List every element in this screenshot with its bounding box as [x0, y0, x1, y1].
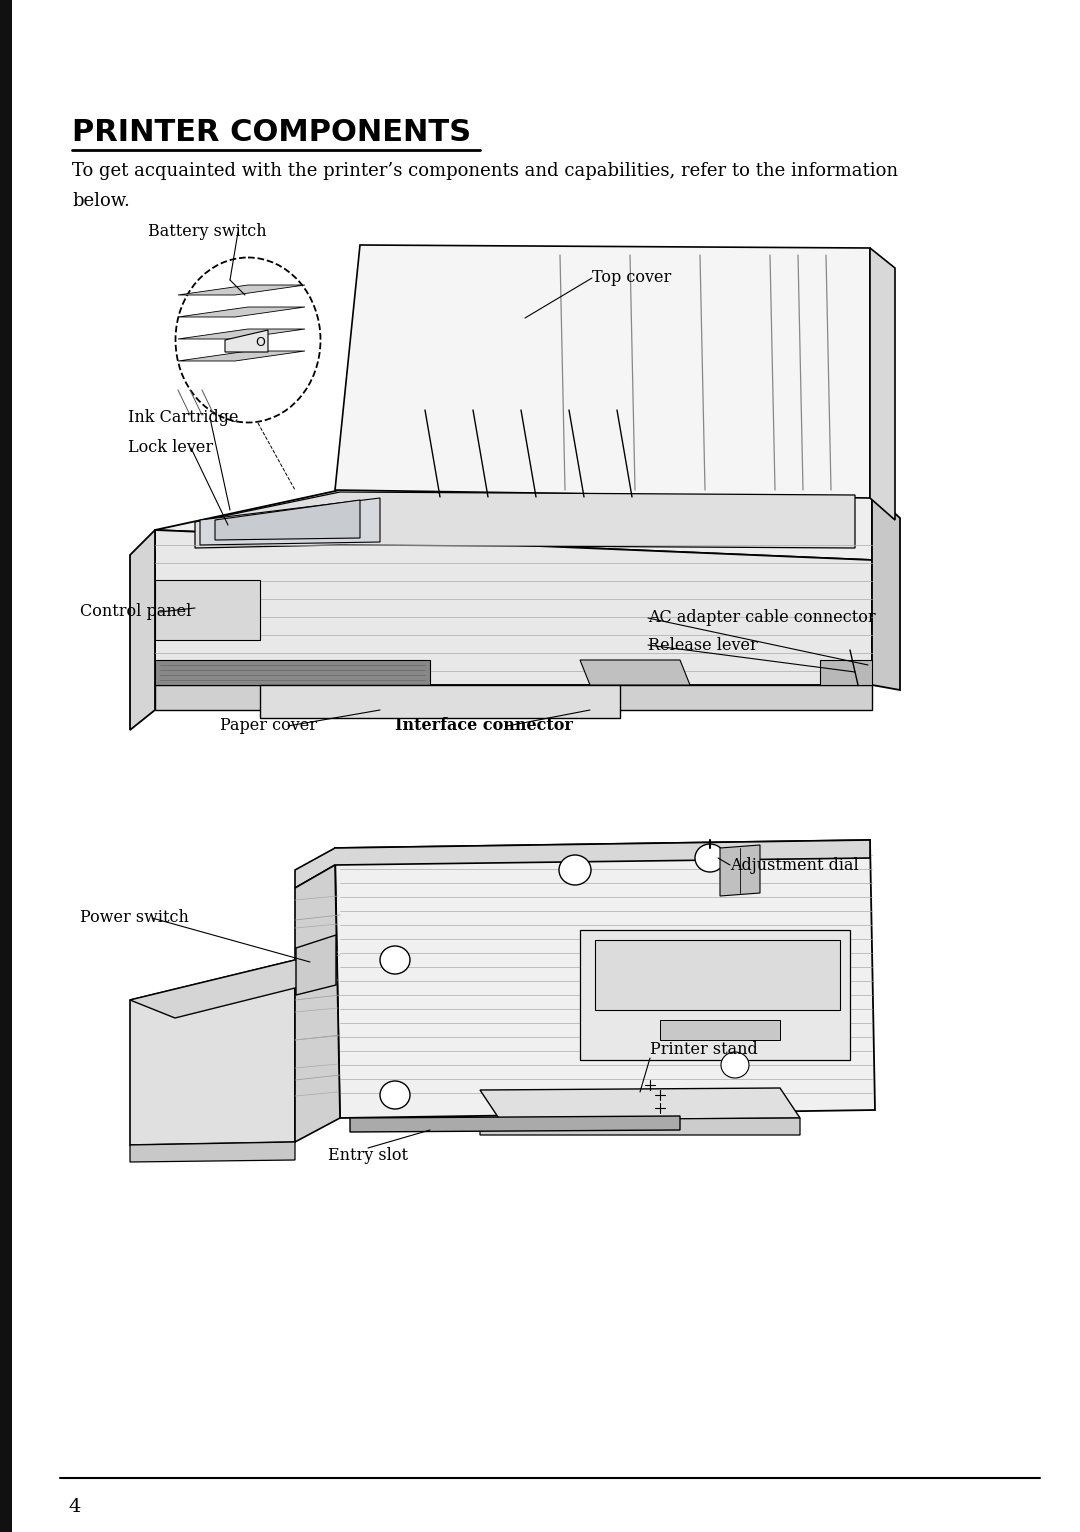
Text: Printer stand: Printer stand	[650, 1042, 758, 1059]
Text: Power switch: Power switch	[80, 910, 189, 927]
Polygon shape	[156, 660, 430, 685]
Polygon shape	[156, 530, 872, 685]
Polygon shape	[130, 530, 156, 731]
Ellipse shape	[380, 1082, 410, 1109]
Text: PRINTER COMPONENTS: PRINTER COMPONENTS	[72, 118, 471, 147]
Polygon shape	[660, 1020, 780, 1040]
Polygon shape	[580, 660, 690, 685]
Text: Battery switch: Battery switch	[148, 224, 267, 241]
Polygon shape	[480, 1118, 800, 1135]
Polygon shape	[870, 248, 895, 519]
Polygon shape	[178, 351, 305, 362]
Polygon shape	[200, 498, 380, 545]
Ellipse shape	[696, 844, 725, 872]
Text: Paper cover: Paper cover	[220, 717, 318, 734]
Polygon shape	[130, 961, 335, 1017]
Text: Release lever: Release lever	[648, 636, 758, 654]
Text: 4: 4	[68, 1498, 80, 1517]
Polygon shape	[580, 930, 850, 1060]
Text: Interface connector: Interface connector	[395, 717, 572, 734]
Polygon shape	[720, 846, 760, 896]
Text: Control panel: Control panel	[80, 604, 191, 620]
Polygon shape	[178, 329, 305, 339]
Polygon shape	[195, 492, 855, 548]
Polygon shape	[130, 961, 295, 1144]
Polygon shape	[335, 245, 870, 498]
Polygon shape	[225, 329, 268, 352]
Polygon shape	[335, 840, 875, 1118]
Ellipse shape	[380, 945, 410, 974]
Polygon shape	[156, 581, 260, 640]
Text: To get acquainted with the printer’s components and capabilities, refer to the i: To get acquainted with the printer’s com…	[72, 162, 899, 179]
Polygon shape	[295, 840, 870, 889]
Polygon shape	[295, 866, 340, 1141]
Ellipse shape	[559, 855, 591, 885]
Polygon shape	[215, 499, 360, 539]
Text: O: O	[255, 336, 265, 348]
Polygon shape	[260, 685, 620, 719]
Text: Ink Cartridge: Ink Cartridge	[129, 409, 239, 426]
Bar	[0, 0, 12, 1532]
Text: AC adapter cable connector: AC adapter cable connector	[648, 610, 876, 627]
Polygon shape	[156, 685, 872, 709]
Polygon shape	[178, 306, 305, 317]
Text: Entry slot: Entry slot	[328, 1146, 408, 1163]
Text: Adjustment dial: Adjustment dial	[730, 856, 859, 873]
Polygon shape	[595, 941, 840, 1010]
Text: below.: below.	[72, 192, 130, 210]
Polygon shape	[480, 1088, 800, 1120]
Polygon shape	[178, 285, 305, 296]
Polygon shape	[820, 660, 872, 685]
Polygon shape	[296, 935, 336, 994]
Ellipse shape	[721, 1052, 750, 1079]
Polygon shape	[872, 493, 900, 689]
Text: Lock lever: Lock lever	[129, 440, 213, 457]
Polygon shape	[130, 1141, 295, 1161]
Polygon shape	[156, 490, 872, 561]
Polygon shape	[350, 1115, 680, 1132]
Text: Top cover: Top cover	[592, 270, 672, 286]
Ellipse shape	[175, 257, 321, 423]
